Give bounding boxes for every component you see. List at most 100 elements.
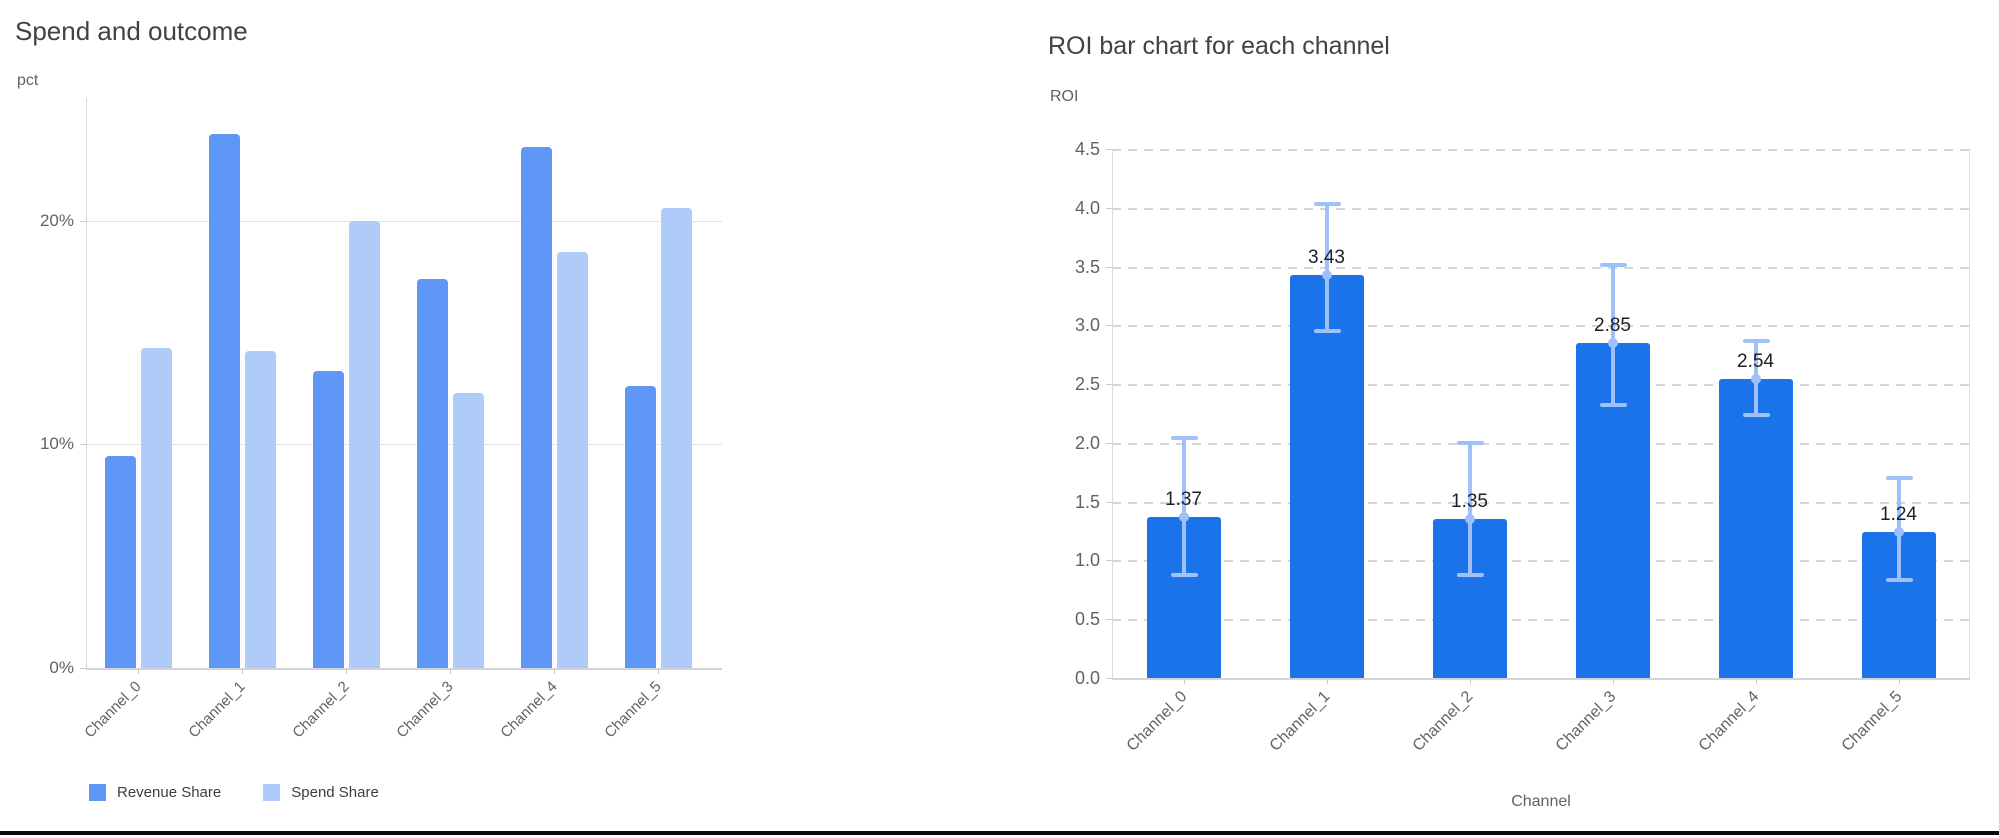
- x-tick: [1612, 678, 1614, 684]
- x-label-text: Channel_5: [1838, 688, 1906, 755]
- gridline-2.5: [1112, 384, 1970, 387]
- y-tick: [80, 668, 86, 669]
- error-cap-low: [1170, 572, 1198, 577]
- error-bar-channel_1: [1324, 204, 1329, 332]
- error-cap-high: [1742, 338, 1770, 343]
- bar-spend-share-channel_0[interactable]: [140, 348, 172, 668]
- left-chart-title: Spend and outcome: [15, 16, 248, 46]
- grouped-bar-plot: 0% 10% 20% Channel_0 Channel_1 Channel_2 Chann…: [40, 98, 722, 741]
- bar-revenue-share-channel_5[interactable]: [624, 386, 656, 668]
- x-label-text: Channel_0: [81, 678, 146, 742]
- y-tick-label: 4.5: [1074, 139, 1100, 159]
- y-tick: [1106, 325, 1112, 327]
- x-tick: [1326, 678, 1328, 684]
- y-tick-label: 2.5: [1074, 374, 1100, 395]
- bar-spend-share-channel_3[interactable]: [452, 393, 484, 668]
- legend-item-spend-share[interactable]: Spend Share: [263, 784, 379, 801]
- bottom-divider: [0, 831, 1999, 835]
- bar-revenue-share-channel_1[interactable]: [208, 133, 240, 668]
- gridline-3.5: [1112, 266, 1970, 269]
- error-cap-low: [1742, 412, 1770, 417]
- bar-revenue-share-channel_0[interactable]: [104, 455, 136, 668]
- y-tick-label: 0.5: [1074, 609, 1100, 630]
- chart-legend: Revenue Share Spend Share: [89, 784, 379, 801]
- x-axis-title: Channel: [1511, 793, 1571, 810]
- error-cap-high: [1313, 202, 1341, 207]
- y-axis-line: [1112, 149, 1113, 678]
- x-label-text: Channel_1: [185, 678, 250, 742]
- y-tick: [1106, 149, 1112, 150]
- x-label-text: Channel_4: [497, 678, 562, 742]
- roi-bar-plot: 0.0 0.5 1.0 1.5 2.0 2.5 3.0 3.5 4.0 4.5 1.37 Channe…: [1075, 140, 1970, 755]
- x-label-text: Channel_4: [1695, 688, 1763, 755]
- bar-spend-share-channel_2[interactable]: [348, 220, 380, 668]
- gridline-0.0: [1112, 678, 1970, 680]
- y-tick-label: 3.0: [1074, 315, 1100, 336]
- x-tick: [1183, 678, 1185, 684]
- error-marker: [1750, 374, 1761, 385]
- error-cap-low: [1599, 403, 1627, 408]
- bar-value-label-channel_4: 2.54: [1737, 351, 1774, 373]
- bar-value-label-channel_0: 1.37: [1165, 488, 1202, 510]
- right-chart-title: ROI bar chart for each channel: [1048, 32, 1390, 60]
- gridline-20%: [86, 220, 722, 222]
- x-tick: [1469, 678, 1471, 684]
- gridline-4.0: [1112, 207, 1970, 210]
- bar-spend-share-channel_5[interactable]: [660, 207, 692, 668]
- y-tick-label: 4.0: [1074, 197, 1100, 218]
- gridline-1.0: [1112, 560, 1970, 563]
- y-tick-label: 20%: [39, 210, 74, 230]
- x-tick: [346, 668, 347, 674]
- error-cap-low: [1313, 329, 1341, 334]
- y-tick: [1106, 442, 1112, 444]
- x-label-text: Channel_2: [1409, 688, 1477, 755]
- bar-roi-channel_1[interactable]: [1289, 274, 1364, 678]
- error-cap-high: [1170, 436, 1198, 441]
- y-tick: [80, 444, 86, 446]
- error-bar-channel_2: [1467, 442, 1472, 575]
- legend-item-revenue-share[interactable]: Revenue Share: [89, 784, 221, 801]
- gridline-4.5: [1112, 149, 1970, 151]
- y-tick-label: 0.0: [1074, 668, 1100, 688]
- spend-share-swatch: [263, 784, 281, 801]
- bar-revenue-share-channel_4[interactable]: [520, 147, 552, 668]
- y-tick-label: 10%: [39, 434, 74, 454]
- error-marker: [1321, 269, 1332, 280]
- error-cap-low: [1885, 578, 1913, 583]
- gridline-0%: [86, 668, 722, 670]
- y-tick: [1106, 678, 1112, 679]
- error-bar-channel_3: [1610, 265, 1615, 406]
- bar-value-label-channel_3: 2.85: [1594, 314, 1631, 336]
- gridline-1.5: [1112, 501, 1970, 504]
- bar-value-label-channel_5: 1.24: [1880, 504, 1917, 526]
- bar-spend-share-channel_4[interactable]: [556, 252, 588, 668]
- x-label-text: Channel_3: [393, 678, 458, 742]
- x-label-text: Channel_2: [289, 678, 354, 742]
- y-tick: [1106, 501, 1112, 503]
- y-axis-line: [86, 98, 87, 668]
- x-tick: [242, 668, 243, 674]
- y-tick-label: 0%: [49, 658, 74, 677]
- x-tick: [1755, 678, 1757, 684]
- bar-revenue-share-channel_2[interactable]: [312, 370, 344, 668]
- bar-roi-channel_4[interactable]: [1718, 379, 1793, 678]
- legend-label-spend-share: Spend Share: [291, 784, 379, 801]
- y-tick-label: 1.5: [1074, 491, 1100, 512]
- y-tick: [1106, 266, 1112, 268]
- bar-revenue-share-channel_3[interactable]: [416, 279, 448, 668]
- y-tick-label: 2.0: [1074, 432, 1100, 453]
- error-marker: [1464, 514, 1475, 525]
- bar-spend-share-channel_1[interactable]: [244, 350, 276, 668]
- left-y-unit-label: pct: [17, 72, 39, 89]
- x-tick: [658, 668, 659, 674]
- y-tick: [1106, 560, 1112, 562]
- revenue-share-swatch: [89, 784, 106, 801]
- y-tick: [1106, 619, 1112, 621]
- x-tick: [450, 668, 451, 674]
- y-tick: [1106, 207, 1112, 209]
- gridline-10%: [86, 444, 722, 446]
- right-y-axis-label: ROI: [1050, 88, 1079, 105]
- error-cap-high: [1885, 476, 1913, 481]
- bar-value-label-channel_1: 3.43: [1308, 246, 1345, 268]
